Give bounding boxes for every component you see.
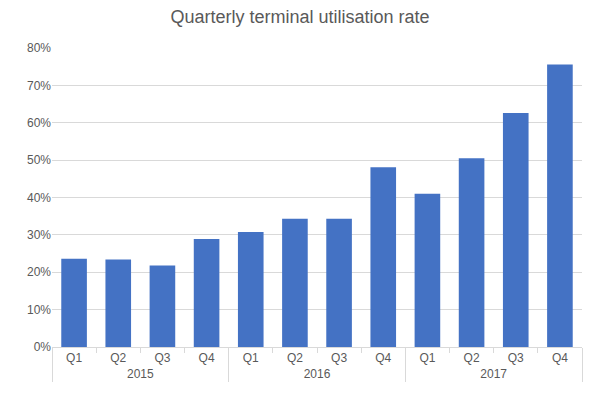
svg-text:Q1: Q1 (243, 351, 259, 365)
svg-text:Q2: Q2 (110, 351, 126, 365)
svg-text:Q4: Q4 (375, 351, 391, 365)
svg-text:30%: 30% (27, 228, 51, 242)
svg-text:Q3: Q3 (508, 351, 524, 365)
svg-text:2015: 2015 (127, 367, 154, 381)
svg-text:Q3: Q3 (154, 351, 170, 365)
svg-text:0%: 0% (34, 340, 52, 354)
svg-text:Q3: Q3 (331, 351, 347, 365)
svg-text:Q1: Q1 (66, 351, 82, 365)
svg-text:Quarterly terminal utilisation: Quarterly terminal utilisation rate (170, 7, 429, 27)
svg-text:60%: 60% (27, 116, 51, 130)
svg-text:2017: 2017 (480, 367, 507, 381)
svg-text:2016: 2016 (304, 367, 331, 381)
svg-text:50%: 50% (27, 153, 51, 167)
svg-text:Q4: Q4 (199, 351, 215, 365)
svg-text:20%: 20% (27, 265, 51, 279)
svg-text:Q2: Q2 (464, 351, 480, 365)
svg-text:10%: 10% (27, 303, 51, 317)
svg-text:Q2: Q2 (287, 351, 303, 365)
svg-text:70%: 70% (27, 79, 51, 93)
svg-text:Q4: Q4 (552, 351, 568, 365)
svg-text:40%: 40% (27, 191, 51, 205)
svg-text:Q1: Q1 (419, 351, 435, 365)
svg-text:80%: 80% (27, 41, 51, 55)
